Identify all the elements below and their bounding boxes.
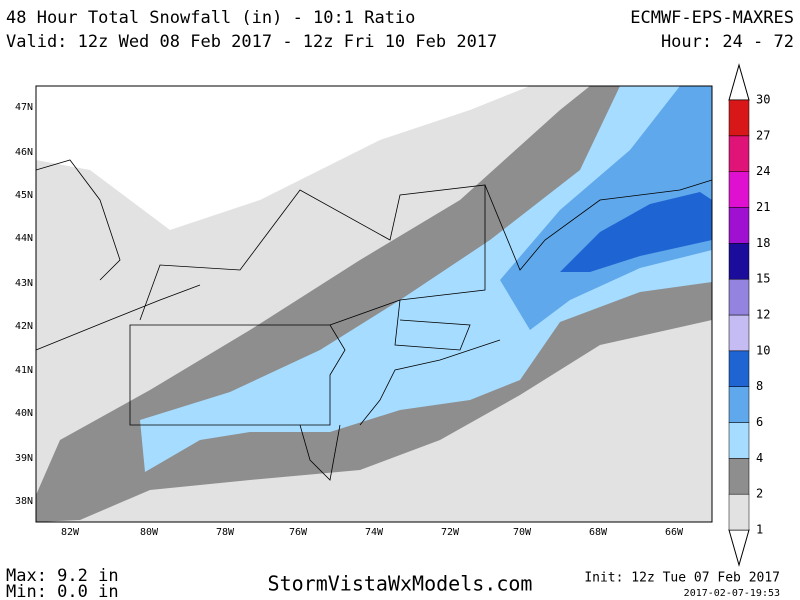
legend-label: 12	[756, 308, 770, 322]
model-name: ECMWF-EPS-MAXRES	[630, 8, 794, 28]
map-frame	[35, 85, 713, 523]
lon-label: 76W	[289, 527, 308, 538]
lat-label: 41N	[15, 365, 33, 376]
lat-label: 47N	[15, 102, 33, 113]
lat-label: 45N	[15, 190, 33, 201]
legend-arrow-bottom	[728, 529, 750, 567]
legend-swatch	[728, 135, 750, 172]
boundaries	[35, 159, 713, 481]
website: StormVistaWxModels.com	[268, 572, 533, 596]
legend-label: 10	[756, 343, 770, 357]
legend-label: 18	[756, 236, 770, 250]
lon-label: 82W	[61, 527, 80, 538]
lon-label: 70W	[513, 527, 532, 538]
legend-label: 21	[756, 200, 770, 214]
legend-label: 15	[756, 272, 770, 286]
lat-label: 38N	[15, 496, 33, 507]
legend-label: 27	[756, 128, 770, 142]
legend-label: 6	[756, 415, 763, 429]
legend-swatch	[728, 99, 750, 137]
legend-swatch	[728, 458, 750, 495]
legend-arrow-top	[728, 63, 750, 101]
lon-label: 74W	[365, 527, 384, 538]
legend-label: 30	[756, 93, 770, 107]
band-6-8	[500, 86, 712, 330]
map-area	[35, 85, 713, 523]
lon-label: 80W	[140, 527, 159, 538]
legend-swatch	[728, 278, 750, 316]
legend-swatch	[728, 171, 750, 208]
lat-label: 43N	[15, 278, 33, 289]
legend-label: 2	[756, 487, 763, 501]
legend-swatch	[728, 207, 750, 244]
band-4-6	[140, 86, 712, 472]
min-value: Min: 0.0 in	[6, 582, 119, 600]
legend-label: 8	[756, 379, 763, 393]
legend-swatch	[728, 422, 750, 459]
lon-label: 68W	[589, 527, 608, 538]
timestamp: 2017-02-07-19:53	[684, 588, 780, 599]
forecast-hours: Hour: 24 - 72	[661, 32, 794, 52]
legend-swatch	[728, 243, 750, 280]
max-value: Max: 9.2 in	[6, 566, 119, 586]
lon-label: 72W	[441, 527, 460, 538]
valid-time: Valid: 12z Wed 08 Feb 2017 - 12z Fri 10 …	[6, 32, 497, 52]
lat-label: 40N	[15, 408, 33, 419]
lat-label: 44N	[15, 233, 33, 244]
init-time: Init: 12z Tue 07 Feb 2017	[584, 571, 780, 586]
legend-swatch	[728, 314, 750, 352]
band-8-10	[560, 192, 712, 272]
title: 48 Hour Total Snowfall (in) - 10:1 Ratio	[6, 8, 415, 28]
lon-label: 78W	[216, 527, 235, 538]
legend-swatch	[728, 386, 750, 423]
legend-swatch	[728, 493, 750, 531]
legend-swatch	[728, 350, 750, 387]
legend-label: 4	[756, 451, 763, 465]
legend-label: 24	[756, 164, 770, 178]
lon-label: 66W	[665, 527, 684, 538]
lat-label: 39N	[15, 453, 33, 464]
lat-label: 42N	[15, 321, 33, 332]
legend-label: 1	[756, 523, 763, 537]
lat-label: 46N	[15, 147, 33, 158]
